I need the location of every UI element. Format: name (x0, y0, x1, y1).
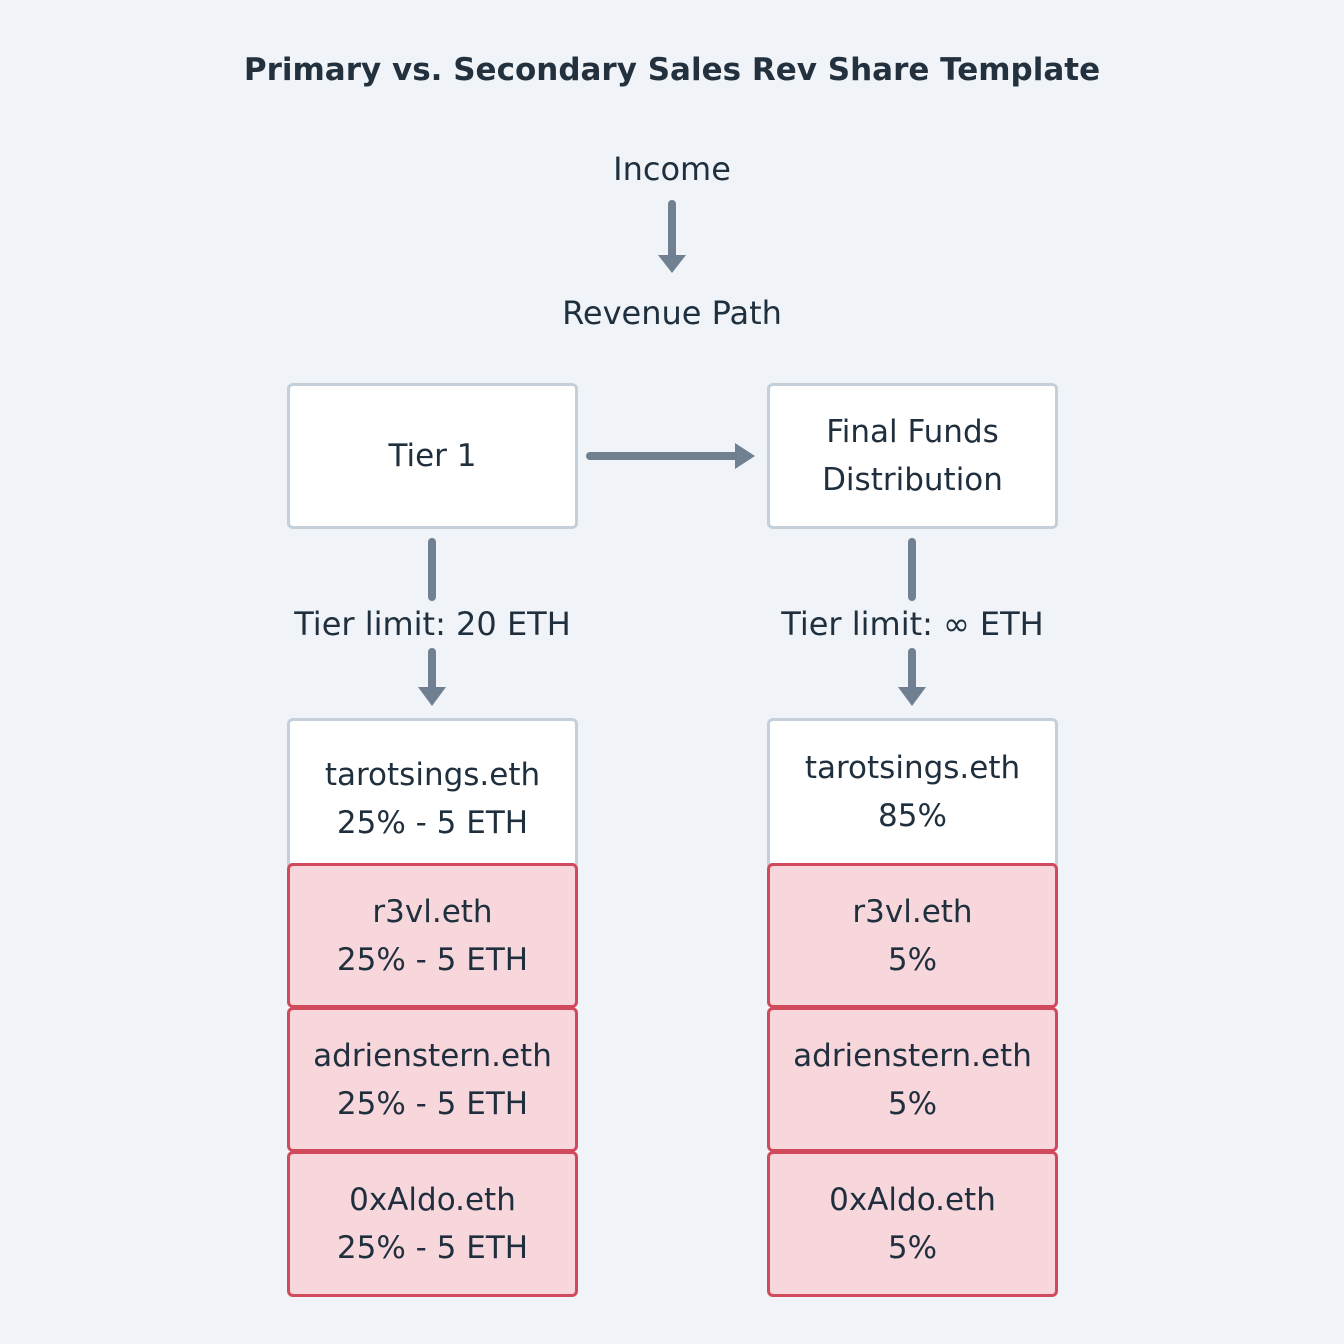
arrowhead-down (658, 255, 686, 273)
diagram-title: Primary vs. Secondary Sales Rev Share Te… (243, 52, 1101, 88)
recipient-share: 85% (878, 798, 947, 834)
tier-1-label: Tier 1 (388, 438, 477, 474)
arrowhead-down (418, 687, 446, 706)
tier-1-box: Tier 1 (287, 383, 578, 529)
recipient-share: 5% (887, 1085, 938, 1122)
tier-1-limit-label: Tier limit: 20 ETH (294, 605, 571, 643)
final-funds-limit-label: Tier limit: ∞ ETH (781, 605, 1044, 643)
recipient-share: 5% (887, 941, 938, 978)
final-funds-recipient-box: adrienstern.eth 5% (767, 1007, 1058, 1152)
arrowhead-right (735, 443, 755, 469)
recipient-name: 0xAldo.eth (349, 1182, 516, 1218)
revenue-path-label: Revenue Path (562, 294, 782, 332)
recipient-name: adrienstern.eth (793, 1037, 1032, 1074)
final-funds-label-line1: Final Funds (826, 414, 999, 450)
recipient-name: tarotsings.eth (324, 757, 541, 793)
recipient-share: 25% - 5 ETH (336, 1230, 529, 1266)
income-label: Income (613, 150, 731, 188)
tier-1-recipient-box: tarotsings.eth 25% - 5 ETH (287, 718, 578, 866)
recipient-name: r3vl.eth (372, 893, 493, 930)
final-funds-recipient-box: r3vl.eth 5% (767, 863, 1058, 1008)
recipient-share: 25% - 5 ETH (336, 805, 529, 841)
recipient-share: 5% (887, 1230, 938, 1266)
tier-1-recipient-box: adrienstern.eth 25% - 5 ETH (287, 1007, 578, 1152)
final-funds-recipient-box: tarotsings.eth 85% (767, 718, 1058, 866)
tier-1-recipient-box: r3vl.eth 25% - 5 ETH (287, 863, 578, 1008)
final-funds-label-line2: Distribution (822, 462, 1003, 498)
recipient-name: 0xAldo.eth (829, 1182, 996, 1218)
tier-1-recipient-box: 0xAldo.eth 25% - 5 ETH (287, 1151, 578, 1297)
recipient-name: adrienstern.eth (313, 1037, 552, 1074)
recipient-name: tarotsings.eth (804, 750, 1021, 786)
arrowhead-down (898, 687, 926, 706)
recipient-name: r3vl.eth (852, 893, 973, 930)
final-funds-box: Final Funds Distribution (767, 383, 1058, 529)
recipient-share: 25% - 5 ETH (336, 941, 529, 978)
recipient-share: 25% - 5 ETH (336, 1085, 529, 1122)
final-funds-recipient-box: 0xAldo.eth 5% (767, 1151, 1058, 1297)
